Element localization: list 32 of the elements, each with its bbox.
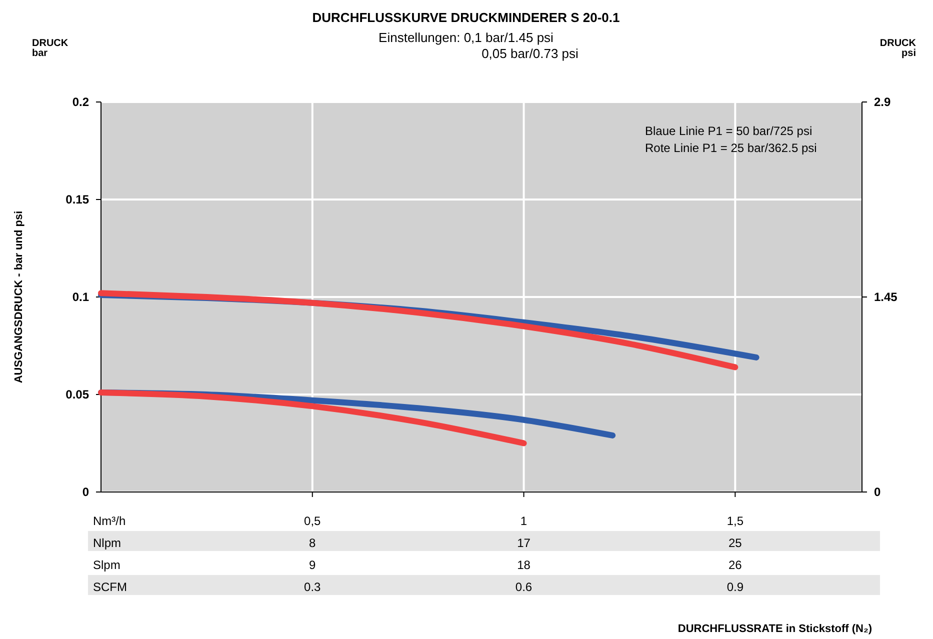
y-tick-label: 0.1 — [72, 290, 90, 304]
chart-subtitle: Einstellungen: 0,1 bar/1.45 psi 0,05 bar/0.73 psi — [378, 30, 579, 61]
y-tick-label: 0.05 — [66, 388, 90, 402]
text: 0.6 — [515, 580, 532, 594]
text: 0.3 — [304, 580, 322, 594]
annotation: Blaue Linie P1 = 50 bar/725 psi — [645, 124, 812, 138]
y2-tick-label: 0 — [874, 485, 881, 499]
text: Slpm — [93, 558, 120, 572]
text: 25 — [728, 536, 742, 550]
text: DRUCK bar — [32, 38, 69, 59]
chart-title: DURCHFLUSSKURVE DRUCKMINDERER S 20-0.1 — [312, 10, 620, 25]
y-axis-title: AUSGANGSDRUCK - bar und psi — [13, 210, 25, 384]
text: 26 — [728, 558, 742, 572]
annotation: Rote Linie P1 = 25 bar/362.5 psi — [645, 141, 817, 155]
y-tick-label: 0 — [82, 485, 90, 499]
text: Nm³/h — [93, 514, 126, 528]
text: DURCHFLUSSRATE in Stickstoff (N₂) — [678, 623, 872, 635]
y2-tick-label: 2.9 — [874, 95, 892, 109]
text: SCFM — [93, 580, 127, 594]
x-tick-label: 1 — [520, 514, 528, 528]
text: 18 — [517, 558, 531, 572]
y-tick-label: 0.2 — [72, 95, 90, 109]
text: 0.9 — [726, 580, 744, 594]
y2-tick-label: 1.45 — [874, 290, 898, 304]
text: 17 — [517, 536, 531, 550]
text: Nlpm — [93, 536, 122, 550]
x-tick-label: 1,5 — [726, 514, 744, 528]
y-tick-label: 0.15 — [66, 192, 90, 206]
y2-axis-title: DRUCK psi — [880, 38, 917, 59]
x-tick-label: 0,5 — [304, 514, 322, 528]
text: 8 — [309, 536, 316, 550]
text: 9 — [309, 558, 316, 572]
